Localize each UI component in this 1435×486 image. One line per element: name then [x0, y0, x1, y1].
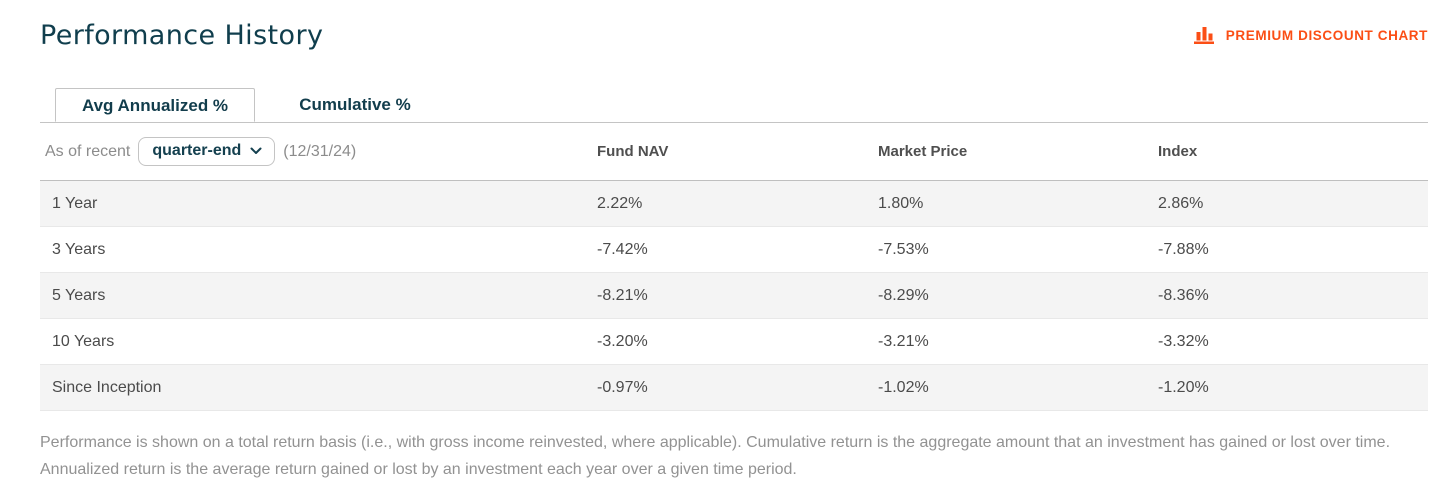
tab-avg-annualized[interactable]: Avg Annualized % — [55, 88, 255, 122]
index-value: -7.88% — [1158, 240, 1209, 258]
index-value: 2.86% — [1158, 194, 1204, 212]
tab-cumulative[interactable]: Cumulative % — [299, 95, 411, 114]
table-row: 10 Years -3.20% -3.21% -3.32% — [40, 319, 1428, 365]
table-row: Since Inception -0.97% -1.02% -1.20% — [40, 365, 1428, 411]
table-header-row: As of recent quarter-end (12/31/24) Fund… — [40, 123, 1428, 180]
chevron-down-icon — [250, 147, 262, 155]
row-label: 3 Years — [52, 240, 106, 258]
index-value: -3.32% — [1158, 332, 1209, 350]
row-label: Since Inception — [52, 378, 162, 396]
bar-chart-icon — [1193, 27, 1216, 44]
period-dropdown-value: quarter-end — [152, 142, 242, 159]
premium-link-label: PREMIUM DISCOUNT CHART — [1225, 28, 1428, 43]
page-title: Performance History — [40, 20, 324, 51]
as-of-control: As of recent quarter-end (12/31/24) — [40, 137, 582, 166]
column-header-market-price: Market Price — [878, 143, 968, 160]
market-price-value: -7.53% — [878, 240, 929, 258]
disclaimer-line-2: Annualized return is the average return … — [40, 461, 797, 478]
table-row: 3 Years -7.42% -7.53% -7.88% — [40, 227, 1428, 273]
table-body: 1 Year 2.22% 1.80% 2.86% 3 Years -7.42% … — [40, 180, 1428, 411]
performance-tabs: Avg Annualized % Cumulative % — [40, 88, 1428, 123]
market-price-value: -8.29% — [878, 286, 929, 304]
fund-nav-value: -8.21% — [597, 286, 648, 304]
disclaimer-line-1: Performance is shown on a total return b… — [40, 434, 1391, 451]
fund-nav-value: 2.22% — [597, 194, 643, 212]
period-dropdown[interactable]: quarter-end — [138, 137, 276, 166]
section-header: Performance History PREMIUM DISCOUNT CHA… — [40, 0, 1428, 51]
premium-discount-chart-link[interactable]: PREMIUM DISCOUNT CHART — [1193, 27, 1428, 44]
index-value: -1.20% — [1158, 378, 1209, 396]
market-price-value: -1.02% — [878, 378, 929, 396]
fund-nav-value: -7.42% — [597, 240, 648, 258]
performance-table: As of recent quarter-end (12/31/24) Fund… — [40, 123, 1428, 411]
table-row: 5 Years -8.21% -8.29% -8.36% — [40, 273, 1428, 319]
as-of-label: As of recent — [45, 142, 131, 160]
fund-nav-value: -0.97% — [597, 378, 648, 396]
as-of-date: (12/31/24) — [283, 142, 357, 160]
table-row: 1 Year 2.22% 1.80% 2.86% — [40, 181, 1428, 227]
column-header-index: Index — [1158, 143, 1198, 160]
row-label: 1 Year — [52, 194, 98, 212]
index-value: -8.36% — [1158, 286, 1209, 304]
market-price-value: -3.21% — [878, 332, 929, 350]
performance-disclaimer: Performance is shown on a total return b… — [40, 411, 1428, 483]
row-label: 5 Years — [52, 286, 106, 304]
market-price-value: 1.80% — [878, 194, 924, 212]
column-header-fund-nav: Fund NAV — [597, 143, 669, 160]
fund-nav-value: -3.20% — [597, 332, 648, 350]
row-label: 10 Years — [52, 332, 115, 350]
